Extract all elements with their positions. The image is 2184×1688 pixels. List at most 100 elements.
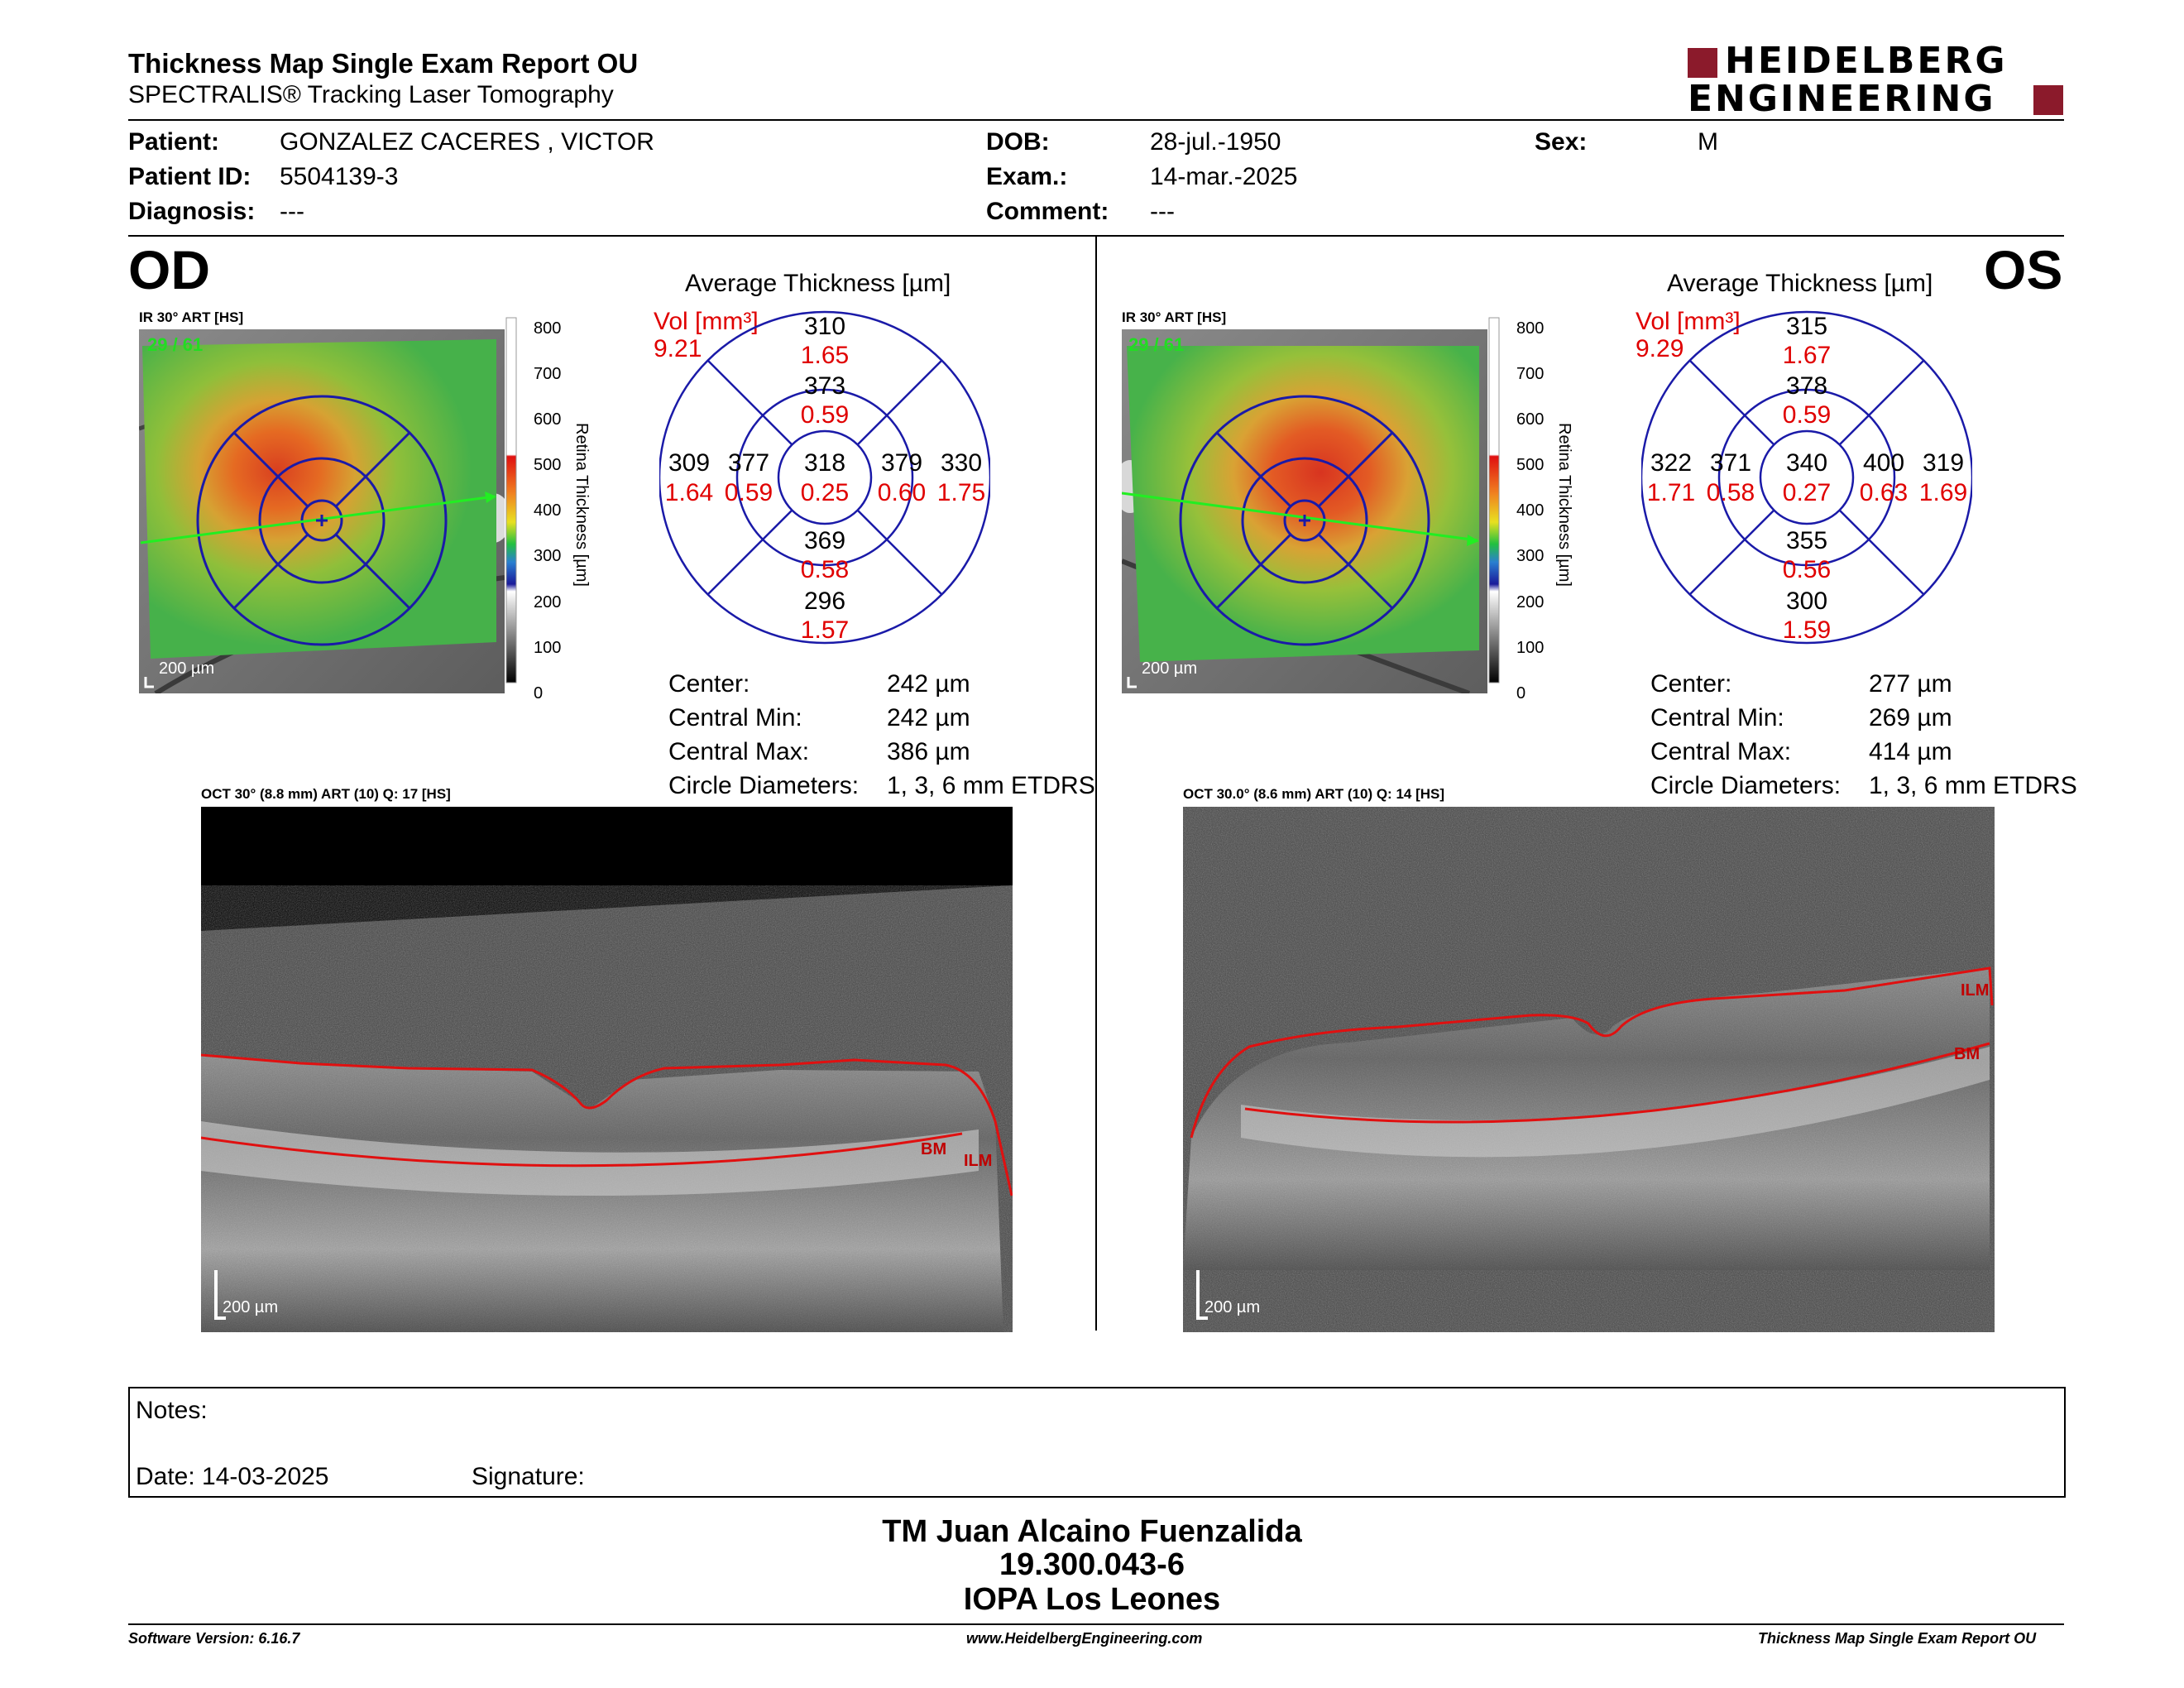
- dob-value: 28-jul.-1950: [1150, 128, 1281, 156]
- os-colorbar-title: Retina Thickness [µm]: [1555, 423, 1573, 587]
- os-avg-title: Average Thickness [µm]: [1667, 270, 1933, 297]
- footer-report-title: Thickness Map Single Exam Report OU: [1758, 1630, 2037, 1647]
- signature-label: Signature:: [472, 1463, 585, 1490]
- os-inner-temp-t: 371: [1709, 449, 1752, 477]
- od-center-label: Center:: [668, 670, 750, 698]
- footer-rule: [128, 1623, 2064, 1625]
- os-center-v: 0.27: [1782, 479, 1832, 506]
- od-map-scale: 200 µm: [159, 659, 214, 678]
- os-center-value: 277 µm: [1869, 670, 1952, 698]
- os-outer-temp-t: 322: [1650, 449, 1693, 477]
- od-outer-nas-v: 1.75: [936, 479, 986, 506]
- notes-date: Date: 14-03-2025: [136, 1463, 329, 1490]
- website-link[interactable]: www.HeidelbergEngineering.com: [966, 1630, 1203, 1647]
- os-cbar-tick: 400: [1516, 501, 1545, 520]
- signer-rut: 19.300.043-6: [999, 1547, 1185, 1582]
- os-max-label: Central Max:: [1650, 738, 1792, 765]
- od-outer-inf-v: 1.57: [800, 616, 850, 644]
- os-etdrs-grid: [1641, 310, 1972, 645]
- od-cbar-tick: 500: [534, 456, 562, 475]
- od-colorbar-title: Retina Thickness [µm]: [572, 423, 591, 587]
- od-center-v: 0.25: [800, 479, 850, 506]
- exam-label: Exam.:: [986, 163, 1068, 190]
- od-diam-value: 1, 3, 6 mm ETDRS: [887, 772, 1095, 799]
- patient-id-label: Patient ID:: [128, 163, 251, 190]
- os-frame-count: 29 / 61: [1128, 334, 1184, 355]
- os-cbar-tick: 500: [1516, 456, 1545, 475]
- comment-label: Comment:: [986, 198, 1109, 225]
- os-inner-sup-v: 0.59: [1782, 401, 1832, 429]
- od-inner-sup-v: 0.59: [800, 401, 850, 429]
- os-center-t: 340: [1785, 449, 1828, 477]
- logo-line2: ENGINEERING: [1688, 78, 1996, 120]
- od-inner-inf-t: 369: [803, 527, 846, 554]
- os-ilm-label: ILM: [1961, 981, 1989, 1000]
- os-thickness-map: 29 / 61 200 µm: [1122, 329, 1487, 693]
- comment-value: ---: [1150, 198, 1175, 225]
- od-cbar-tick: 100: [534, 638, 562, 657]
- diagnosis-value: ---: [280, 198, 304, 225]
- od-cbar-tick: 400: [534, 501, 562, 520]
- od-outer-inf-t: 296: [803, 587, 846, 615]
- dob-label: DOB:: [986, 128, 1050, 156]
- od-outer-sup-v: 1.65: [800, 342, 850, 369]
- sex-label: Sex:: [1535, 128, 1588, 156]
- os-inner-temp-v: 0.58: [1706, 479, 1755, 506]
- os-ir-label: IR 30° ART [HS]: [1122, 309, 1227, 325]
- od-min-value: 242 µm: [887, 704, 970, 731]
- os-colorbar-ticks: 800 700 600 500 400 300 200 100 0: [1516, 306, 1549, 717]
- os-cbar-tick: 100: [1516, 638, 1545, 657]
- od-cbar-tick: 600: [534, 410, 562, 429]
- os-outer-nas-v: 1.69: [1918, 479, 1968, 506]
- od-outer-sup-t: 310: [803, 313, 846, 340]
- od-vol-value: 9.21: [654, 335, 702, 362]
- center-divider: [1095, 237, 1097, 1331]
- od-ilm-label: ILM: [964, 1152, 992, 1170]
- od-etdrs-grid: [659, 310, 990, 645]
- od-min-label: Central Min:: [668, 704, 802, 731]
- os-cbar-tick: 200: [1516, 592, 1545, 611]
- od-center-t: 318: [803, 449, 846, 477]
- od-inner-sup-t: 373: [803, 372, 846, 400]
- os-cbar-tick: 700: [1516, 365, 1545, 384]
- od-outer-temp-v: 1.64: [664, 479, 714, 506]
- os-outer-inf-v: 1.59: [1782, 616, 1832, 644]
- os-inner-nas-v: 0.63: [1859, 479, 1909, 506]
- os-bm-label: BM: [1954, 1045, 1980, 1063]
- os-inner-nas-t: 400: [1862, 449, 1905, 477]
- os-oct-scale: 200 µm: [1205, 1298, 1260, 1316]
- od-oct-bscan: BM ILM 200 µm: [201, 807, 1013, 1332]
- os-diam-value: 1, 3, 6 mm ETDRS: [1869, 772, 2077, 799]
- od-inner-temp-t: 377: [727, 449, 770, 477]
- report-title: Thickness Map Single Exam Report OU: [128, 48, 639, 79]
- sex-value: M: [1698, 128, 1718, 156]
- od-outer-temp-t: 309: [668, 449, 711, 477]
- os-outer-temp-v: 1.71: [1646, 479, 1696, 506]
- od-ir-label: IR 30° ART [HS]: [139, 309, 244, 325]
- od-cbar-tick: 200: [534, 592, 562, 611]
- signer-name: TM Juan Alcaino Fuenzalida: [882, 1514, 1302, 1549]
- os-vol-label: Vol [mm³]: [1636, 308, 1741, 335]
- os-outer-nas-t: 319: [1922, 449, 1965, 477]
- os-map-scale: 200 µm: [1142, 659, 1197, 678]
- od-oct-scale: 200 µm: [223, 1298, 278, 1316]
- os-vol-value: 9.29: [1636, 335, 1684, 362]
- od-center-value: 242 µm: [887, 670, 970, 698]
- od-outer-nas-t: 330: [940, 449, 983, 477]
- od-vol-label: Vol [mm³]: [654, 308, 759, 335]
- od-inner-nas-v: 0.60: [877, 479, 927, 506]
- header-rule: [128, 119, 2064, 121]
- os-inner-inf-v: 0.56: [1782, 556, 1832, 583]
- os-outer-sup-t: 315: [1785, 313, 1828, 340]
- od-inner-nas-t: 379: [880, 449, 923, 477]
- os-outer-inf-t: 300: [1785, 587, 1828, 615]
- patient-label: Patient:: [128, 128, 220, 156]
- os-center-label: Center:: [1650, 670, 1732, 698]
- os-min-label: Central Min:: [1650, 704, 1784, 731]
- software-version: Software Version: 6.16.7: [128, 1630, 300, 1647]
- od-bm-label: BM: [921, 1140, 946, 1158]
- od-oct-label: OCT 30° (8.8 mm) ART (10) Q: 17 [HS]: [201, 786, 451, 802]
- od-eye-label: OD: [128, 239, 210, 300]
- os-oct-label: OCT 30.0° (8.6 mm) ART (10) Q: 14 [HS]: [1183, 786, 1445, 802]
- os-diam-label: Circle Diameters:: [1650, 772, 1842, 799]
